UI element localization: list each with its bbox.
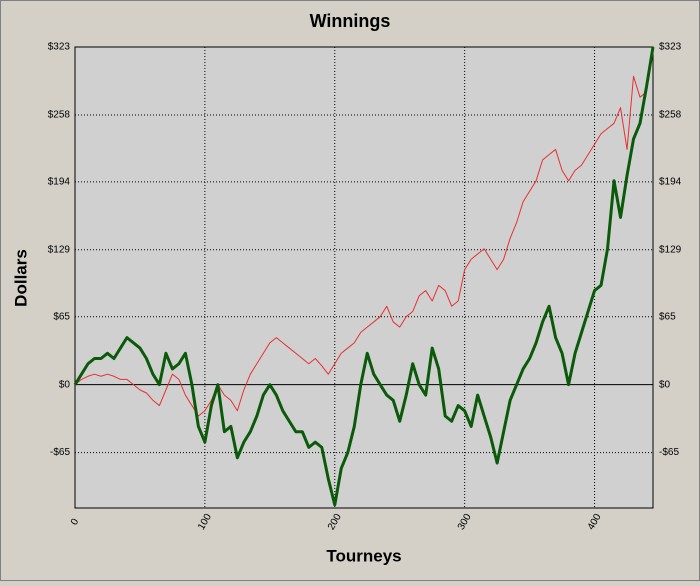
y-tick-label: $194 <box>48 176 71 187</box>
y-tick-label-right: $258 <box>659 110 682 121</box>
y-tick-label: $323 <box>48 42 71 53</box>
y-tick-label-right: $0 <box>659 379 671 390</box>
y-tick-label-right: $194 <box>659 176 682 187</box>
y-tick-label-right: $323 <box>659 42 682 53</box>
y-tick-label: $65 <box>53 311 70 322</box>
line-series <box>73 46 655 507</box>
plot-area <box>74 46 654 509</box>
y-tick-label-right: $65 <box>659 311 676 322</box>
x-axis-label: Tourneys <box>326 546 401 565</box>
y-axis-label: Dollars <box>11 249 30 307</box>
y-tick-label: $129 <box>48 244 71 255</box>
x-tick-label: 0 <box>69 517 82 528</box>
y-tick-label: $0 <box>59 379 71 390</box>
y-tick-label: $258 <box>48 110 71 121</box>
line-series <box>74 46 654 417</box>
y-tick-label-right: -$65 <box>659 447 679 458</box>
y-tick-label-right: $129 <box>659 244 682 255</box>
chart-title: Winnings <box>310 11 391 31</box>
y-tick-label: -$65 <box>50 447 70 458</box>
